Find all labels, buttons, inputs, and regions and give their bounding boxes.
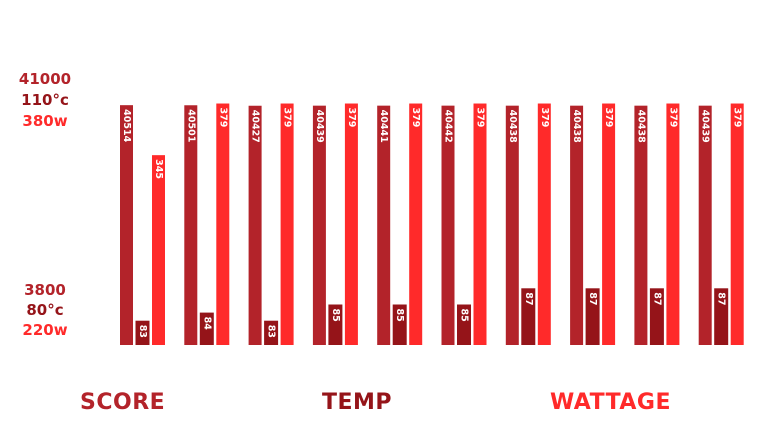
axis-bottom-score-label: 3800 [24, 281, 66, 299]
wattage-bar-6 [473, 103, 487, 345]
score-value-label-10: 40439 [700, 110, 711, 143]
score-value-label-6: 40442 [443, 110, 454, 143]
legend-temp: TEMP [322, 390, 393, 415]
legend-wattage: WATTAGE [550, 390, 672, 415]
wattage-bar-1 [152, 155, 165, 345]
wattage-bar-8 [602, 103, 616, 345]
wattage-value-label-10: 379 [732, 108, 743, 128]
score-value-label-1: 40514 [121, 109, 132, 142]
axis-top-score-label: 41000 [18, 70, 72, 88]
temp-value-label-10: 87 [716, 292, 727, 305]
wattage-bar-10 [730, 103, 744, 345]
score-bar-4 [312, 105, 326, 345]
wattage-bar-7 [537, 103, 551, 345]
wattage-value-label-6: 379 [475, 108, 486, 128]
temp-bar-10 [714, 288, 729, 345]
score-bar-8 [570, 105, 584, 345]
wattage-value-label-1: 345 [153, 159, 164, 179]
temp-bar-6 [457, 304, 471, 345]
score-value-label-9: 40438 [635, 110, 646, 143]
axis-top-temp-label: 110°c [21, 91, 69, 109]
temp-value-label-8: 87 [587, 292, 598, 305]
score-value-label-8: 40438 [571, 110, 582, 143]
score-value-label-7: 40438 [507, 110, 518, 143]
wattage-bar-3 [280, 103, 294, 345]
temp-bar-3 [264, 320, 279, 345]
temp-bar-2 [199, 312, 214, 345]
score-bar-2 [184, 105, 198, 345]
score-value-label-2: 40501 [185, 109, 196, 142]
wattage-value-label-4: 379 [346, 108, 357, 128]
score-value-label-4: 40439 [314, 110, 325, 143]
temp-bar-1 [135, 320, 150, 345]
temp-value-label-4: 85 [330, 309, 341, 322]
score-value-label-5: 40441 [378, 110, 389, 143]
axis-top-wattage-label: 380w [22, 112, 68, 130]
legend-score: SCORE [80, 390, 166, 415]
axis-bottom-temp-label: 80°c [26, 301, 64, 319]
wattage-value-label-5: 379 [410, 108, 421, 128]
score-bar-3 [248, 105, 262, 345]
temp-value-label-7: 87 [523, 292, 534, 305]
wattage-bar-4 [344, 103, 358, 345]
temp-bar-9 [649, 288, 664, 345]
temp-bar-7 [521, 288, 536, 345]
temp-value-label-2: 84 [201, 317, 212, 331]
temp-value-label-9: 87 [651, 292, 662, 305]
temp-bar-8 [585, 288, 600, 345]
wattage-value-label-2: 379 [217, 108, 228, 128]
score-bar-10 [698, 105, 712, 345]
temp-value-label-5: 85 [394, 309, 405, 322]
wattage-value-label-8: 379 [603, 108, 614, 128]
temp-bar-5 [392, 304, 407, 345]
temp-bar-4 [328, 304, 343, 345]
wattage-value-label-9: 379 [667, 108, 678, 128]
wattage-bar-2 [216, 103, 230, 345]
temp-value-label-6: 85 [459, 309, 470, 322]
score-bar-7 [505, 105, 519, 345]
temp-value-label-3: 83 [266, 325, 277, 338]
score-bar-5 [377, 105, 391, 345]
axis-bottom-wattage-label: 220w [22, 321, 68, 339]
wattage-bar-9 [666, 103, 680, 345]
wattage-value-label-7: 379 [539, 108, 550, 128]
score-bar-1 [120, 105, 133, 345]
wattage-value-label-3: 379 [282, 108, 293, 128]
score-bar-6 [441, 105, 455, 346]
score-value-label-3: 40427 [250, 110, 261, 143]
score-bar-9 [634, 105, 648, 345]
wattage-bar-5 [409, 103, 423, 345]
temp-value-label-1: 83 [137, 325, 148, 338]
